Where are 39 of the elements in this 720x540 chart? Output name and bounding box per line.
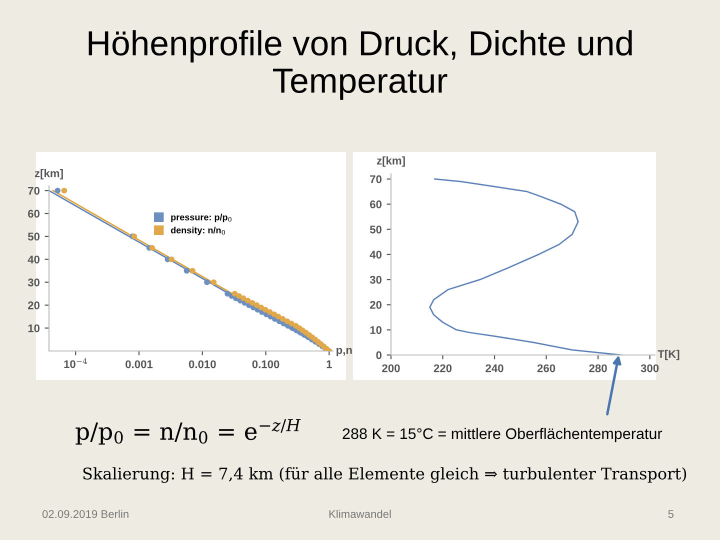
legend-label: pressure: p/p$_{0}$ xyxy=(171,214,232,222)
y-axis-title: z[km] xyxy=(34,169,63,180)
y-tick-label: 0 xyxy=(376,351,382,360)
x-tick-label: 280 xyxy=(589,364,607,372)
text: 02.09.2019 Berlin xyxy=(42,510,128,518)
text: 5 xyxy=(668,510,674,518)
x-tick-label: 1 xyxy=(326,360,332,368)
x-tick-label: 0.010 xyxy=(188,360,216,368)
x-axis-title: p,n xyxy=(336,348,352,356)
x-tick-label: 300 xyxy=(640,364,659,372)
y-axis-title: z[km] xyxy=(376,156,405,167)
y-tick-label: 70 xyxy=(370,175,382,184)
chart-title: Höhenprofile von Druck, Dichte und Temperatur xyxy=(88,30,632,100)
x-tick-label: 220 xyxy=(434,364,452,372)
y-tick-label: 60 xyxy=(370,200,382,208)
text: p/p$_{0}$ = n/n$_{0}$ = e$^{−z/H}$ xyxy=(76,419,301,445)
y-tick-label: 70 xyxy=(28,186,40,195)
y-tick-label: 30 xyxy=(28,278,40,286)
y-tick-label: 20 xyxy=(28,301,40,310)
text: Klimawandel xyxy=(329,510,391,518)
y-tick-label: 10 xyxy=(370,326,382,334)
x-tick-label: 200 xyxy=(382,364,400,372)
x-tick-label: 0.001 xyxy=(126,360,153,368)
text: Skalierung: H = 7,4 km (für alle Elemente gleich ⇒ turbulenter Transport) xyxy=(83,467,686,483)
y-tick-label: 40 xyxy=(28,256,40,264)
x-tick-label: 260 xyxy=(537,364,556,372)
y-tick-label: 40 xyxy=(370,250,382,259)
x-tick-label: 0.100 xyxy=(252,360,280,368)
annotation: 288 K = 15°C = mittlere Oberflächentemperatur xyxy=(342,428,662,442)
y-tick-label: 30 xyxy=(370,276,382,284)
x-tick-label: 240 xyxy=(486,364,504,372)
y-tick-label: 50 xyxy=(28,232,40,241)
legend-label: density: n/n$_{0}$ xyxy=(170,226,225,236)
y-tick-label: 10 xyxy=(28,324,40,332)
y-tick-label: 20 xyxy=(370,300,382,309)
y-tick-label: 50 xyxy=(370,226,382,234)
x-tick-label: 10$^{−4}$ xyxy=(64,358,88,368)
x-axis-title: T[K] xyxy=(658,350,680,360)
y-tick-label: 60 xyxy=(28,210,40,218)
